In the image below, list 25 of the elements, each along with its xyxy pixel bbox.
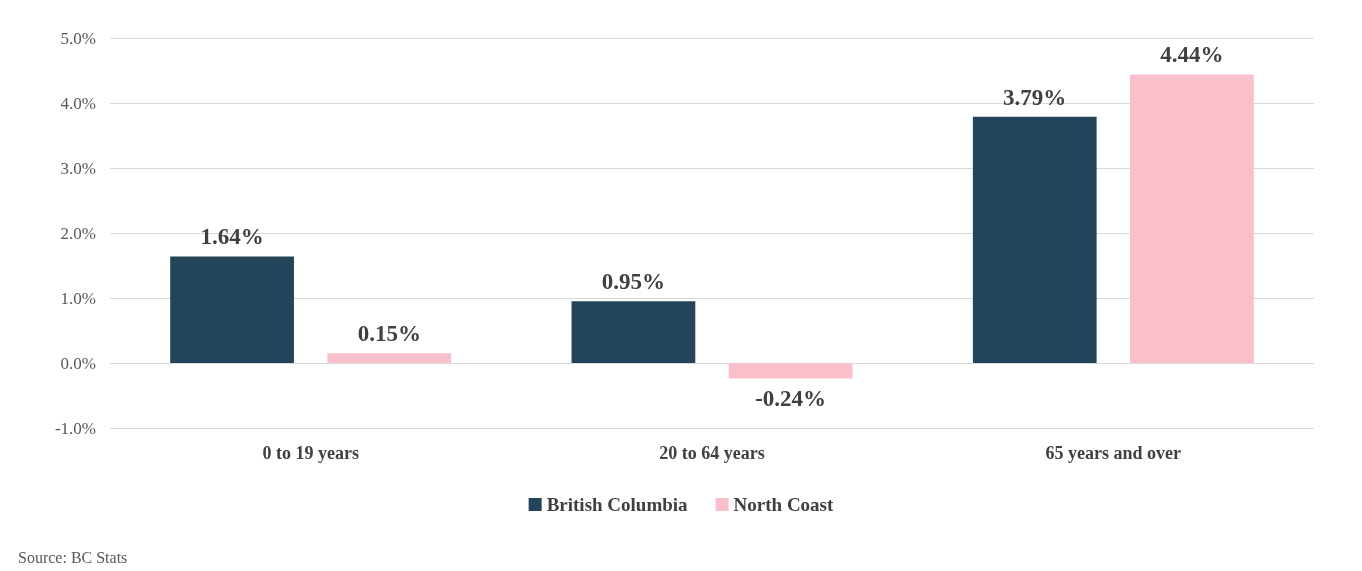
y-tick-label: 2.0% xyxy=(60,223,96,243)
data-label: 4.44% xyxy=(1160,42,1224,68)
bar xyxy=(327,353,452,363)
y-tick-label: 5.0% xyxy=(60,28,96,48)
data-label: 1.64% xyxy=(200,224,264,250)
x-tick-label: 65 years and over xyxy=(1045,443,1182,463)
bar xyxy=(1130,74,1254,363)
y-tick-label: 4.0% xyxy=(60,93,96,113)
y-tick-label: 1.0% xyxy=(60,288,96,308)
bar xyxy=(972,116,1097,363)
y-tick-label: 3.0% xyxy=(60,158,96,178)
y-tick-label: 0.0% xyxy=(60,353,96,373)
legend-label: British Columbia xyxy=(546,494,689,515)
bar xyxy=(728,363,853,379)
data-label: 0.15% xyxy=(357,321,421,347)
y-tick-label: -1.0% xyxy=(54,418,96,438)
bar xyxy=(170,256,294,363)
data-label: -0.24% xyxy=(755,385,827,411)
data-label: 3.79% xyxy=(1003,84,1067,110)
x-tick-label: 20 to 64 years xyxy=(659,443,765,463)
x-tick-label: 0 to 19 years xyxy=(262,443,359,463)
data-label: 0.95% xyxy=(601,269,666,295)
bar xyxy=(571,301,696,363)
source-note: Source: BC Stats xyxy=(18,548,128,566)
legend-label: North Coast xyxy=(733,494,835,515)
